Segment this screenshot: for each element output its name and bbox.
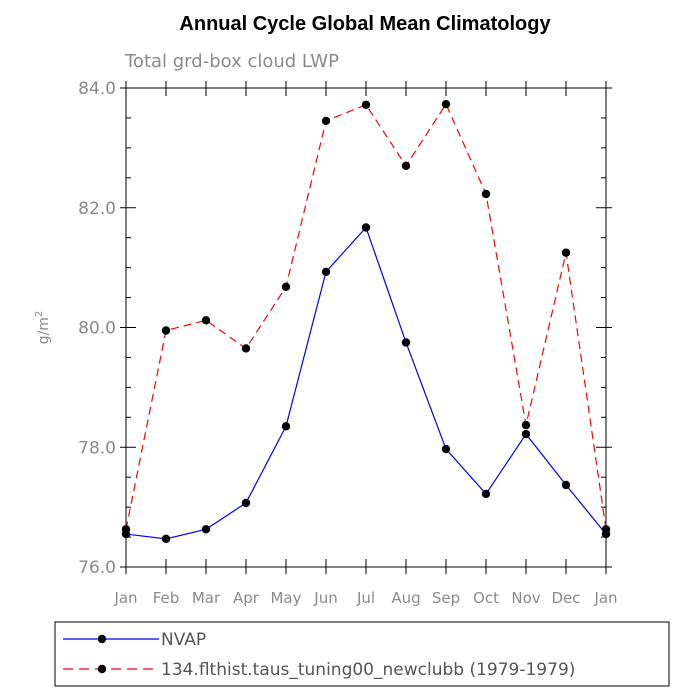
- series-line: [125, 102, 607, 530]
- data-point: [321, 116, 331, 126]
- data-point: [281, 422, 291, 431]
- y-tick-label: 76.0: [78, 558, 116, 578]
- data-point: [601, 525, 611, 534]
- data-point: [441, 444, 451, 454]
- series-line: [125, 226, 607, 540]
- data-point: [281, 282, 291, 291]
- data-point: [561, 480, 571, 490]
- x-tick-label: Oct: [473, 589, 499, 607]
- data-point: [521, 420, 531, 430]
- y-axis-label-superscript: 2: [34, 311, 45, 317]
- data-point: [321, 267, 331, 277]
- y-axis-label-unit: g/m: [36, 317, 52, 344]
- legend-marker: [97, 664, 107, 674]
- y-tick-label: 78.0: [78, 438, 116, 458]
- data-point: [401, 161, 411, 171]
- y-axis-label: g/m2: [34, 311, 52, 345]
- chart-subtitle: Total grd-box cloud LWP: [124, 51, 339, 72]
- data-point: [401, 338, 411, 347]
- data-point: [161, 534, 171, 544]
- x-tick-label: Jan: [113, 589, 137, 607]
- x-tick-label: Jan: [593, 589, 617, 607]
- chart-title: Annual Cycle Global Mean Climatology: [179, 13, 551, 35]
- x-tick-label: May: [270, 589, 301, 607]
- x-tick-label: Sep: [432, 589, 460, 607]
- x-tick-label: Apr: [233, 589, 260, 607]
- y-tick-label: 82.0: [78, 199, 116, 219]
- legend-marker: [97, 634, 107, 644]
- x-tick-label: Feb: [153, 589, 180, 607]
- legend-label: NVAP: [161, 630, 206, 650]
- data-point: [161, 326, 171, 335]
- data-point: [241, 344, 251, 353]
- x-tick-label: Jul: [356, 589, 375, 607]
- x-tick-label: Nov: [511, 589, 540, 607]
- x-tick-label: Jun: [313, 589, 337, 607]
- y-tick-label: 80.0: [78, 319, 116, 339]
- data-point: [361, 223, 371, 232]
- legend-box: [54, 621, 670, 687]
- data-point: [201, 525, 211, 534]
- data-point: [201, 316, 211, 325]
- data-point: [521, 429, 531, 439]
- data-point: [241, 498, 251, 508]
- x-tick-label: Mar: [192, 589, 221, 607]
- plot-frame: [125, 87, 607, 568]
- y-tick-label: 84.0: [78, 79, 116, 99]
- data-point: [361, 100, 371, 109]
- legend: NVAP 134.flthist.taus_tuning00_newclubb (…: [54, 621, 670, 687]
- x-tick-label: Dec: [551, 589, 580, 607]
- data-point: [481, 489, 491, 499]
- data-point: [441, 99, 451, 109]
- data-point: [561, 248, 571, 257]
- data-point: [481, 189, 491, 199]
- legend-label: 134.flthist.taus_tuning00_newclubb (1979…: [161, 660, 575, 680]
- x-tick-label: Aug: [391, 589, 420, 607]
- data-point: [121, 525, 131, 534]
- plot-area: 76.0 78.0 80.0 82.0 84.0 Jan Feb Mar Apr May Jun Ju…: [34, 79, 618, 607]
